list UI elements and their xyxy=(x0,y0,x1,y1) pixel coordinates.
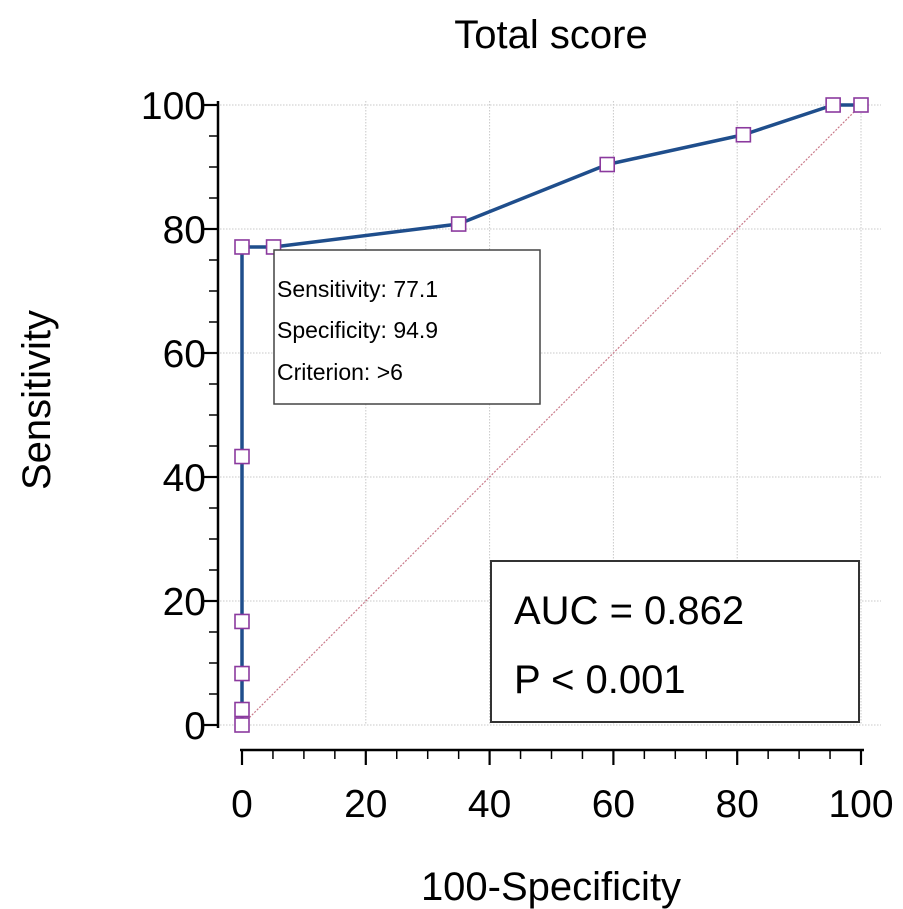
roc-point xyxy=(450,216,467,232)
annotation-criterion: Criterion: >6 xyxy=(277,359,403,385)
auc-value: AUC = 0.862 xyxy=(514,589,744,633)
p-value: P < 0.001 xyxy=(514,658,686,702)
y-axis-label: Sensitivity xyxy=(15,310,59,490)
roc-point xyxy=(234,613,250,630)
y-tick-label: 40 xyxy=(163,457,206,500)
roc-point xyxy=(234,701,250,718)
x-tick-label: 60 xyxy=(592,783,635,826)
criterion-annotation: Sensitivity: 77.1 Specificity: 94.9 Crit… xyxy=(273,249,541,405)
roc-point xyxy=(234,717,250,733)
chart-title: Total score xyxy=(454,13,647,57)
roc-point xyxy=(234,448,250,465)
reference-line xyxy=(241,104,862,726)
y-tick-label: 80 xyxy=(163,209,206,252)
roc-point xyxy=(599,156,616,173)
annotation-sensitivity: Sensitivity: 77.1 xyxy=(277,276,438,302)
x-tick-label: 0 xyxy=(231,783,253,826)
roc-point xyxy=(234,665,250,682)
y-tick-label: 100 xyxy=(141,85,206,128)
roc-point xyxy=(853,97,869,113)
annotation-box xyxy=(273,249,541,405)
x-tick-label: 100 xyxy=(828,783,893,826)
y-tick-label: 60 xyxy=(163,333,206,376)
annotation-specificity: Specificity: 94.9 xyxy=(277,317,438,343)
roc-point xyxy=(825,97,841,113)
reference-diagonal xyxy=(241,104,862,726)
x-axis-label: 100-Specificity xyxy=(421,865,681,909)
auc-box-border xyxy=(490,560,860,723)
roc-point xyxy=(234,239,250,255)
x-axis-ticks: 0 20 40 60 80 100 xyxy=(231,750,894,826)
y-axis-ticks: 0 20 40 60 80 100 xyxy=(141,85,218,748)
roc-point xyxy=(735,126,752,143)
x-tick-label: 80 xyxy=(716,783,759,826)
y-tick-label: 0 xyxy=(184,705,206,748)
x-tick-label: 40 xyxy=(468,783,511,826)
auc-box: AUC = 0.862 P < 0.001 xyxy=(490,560,860,723)
y-tick-label: 20 xyxy=(163,581,206,624)
x-tick-label: 20 xyxy=(344,783,387,826)
